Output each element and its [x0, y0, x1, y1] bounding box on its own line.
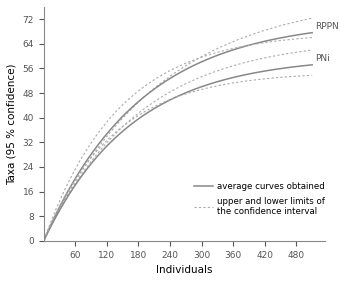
X-axis label: Individuals: Individuals — [156, 265, 213, 275]
Legend: average curves obtained, upper and lower limits of
the confidence interval: average curves obtained, upper and lower… — [192, 180, 327, 218]
Text: RPPN: RPPN — [315, 22, 338, 31]
Y-axis label: Taxa (95 % confidence): Taxa (95 % confidence) — [7, 63, 17, 185]
Text: PNi: PNi — [315, 54, 329, 63]
